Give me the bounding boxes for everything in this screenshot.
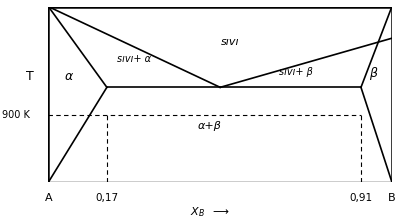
Text: 0,17: 0,17 [95,192,118,202]
Text: 0,91: 0,91 [349,192,372,202]
Text: sıvı+ β: sıvı+ β [279,67,313,77]
Text: α+β: α+β [198,121,222,131]
Text: sıvı+ α: sıvı+ α [117,54,152,64]
Text: sıvı: sıvı [221,37,240,47]
Text: B: B [388,192,396,202]
Text: α: α [65,70,73,83]
Text: 900 K: 900 K [2,110,29,120]
Text: $X_B$  $\longrightarrow$: $X_B$ $\longrightarrow$ [190,205,230,219]
Text: β: β [369,67,377,80]
Text: A: A [45,192,52,202]
Text: T: T [26,70,34,83]
